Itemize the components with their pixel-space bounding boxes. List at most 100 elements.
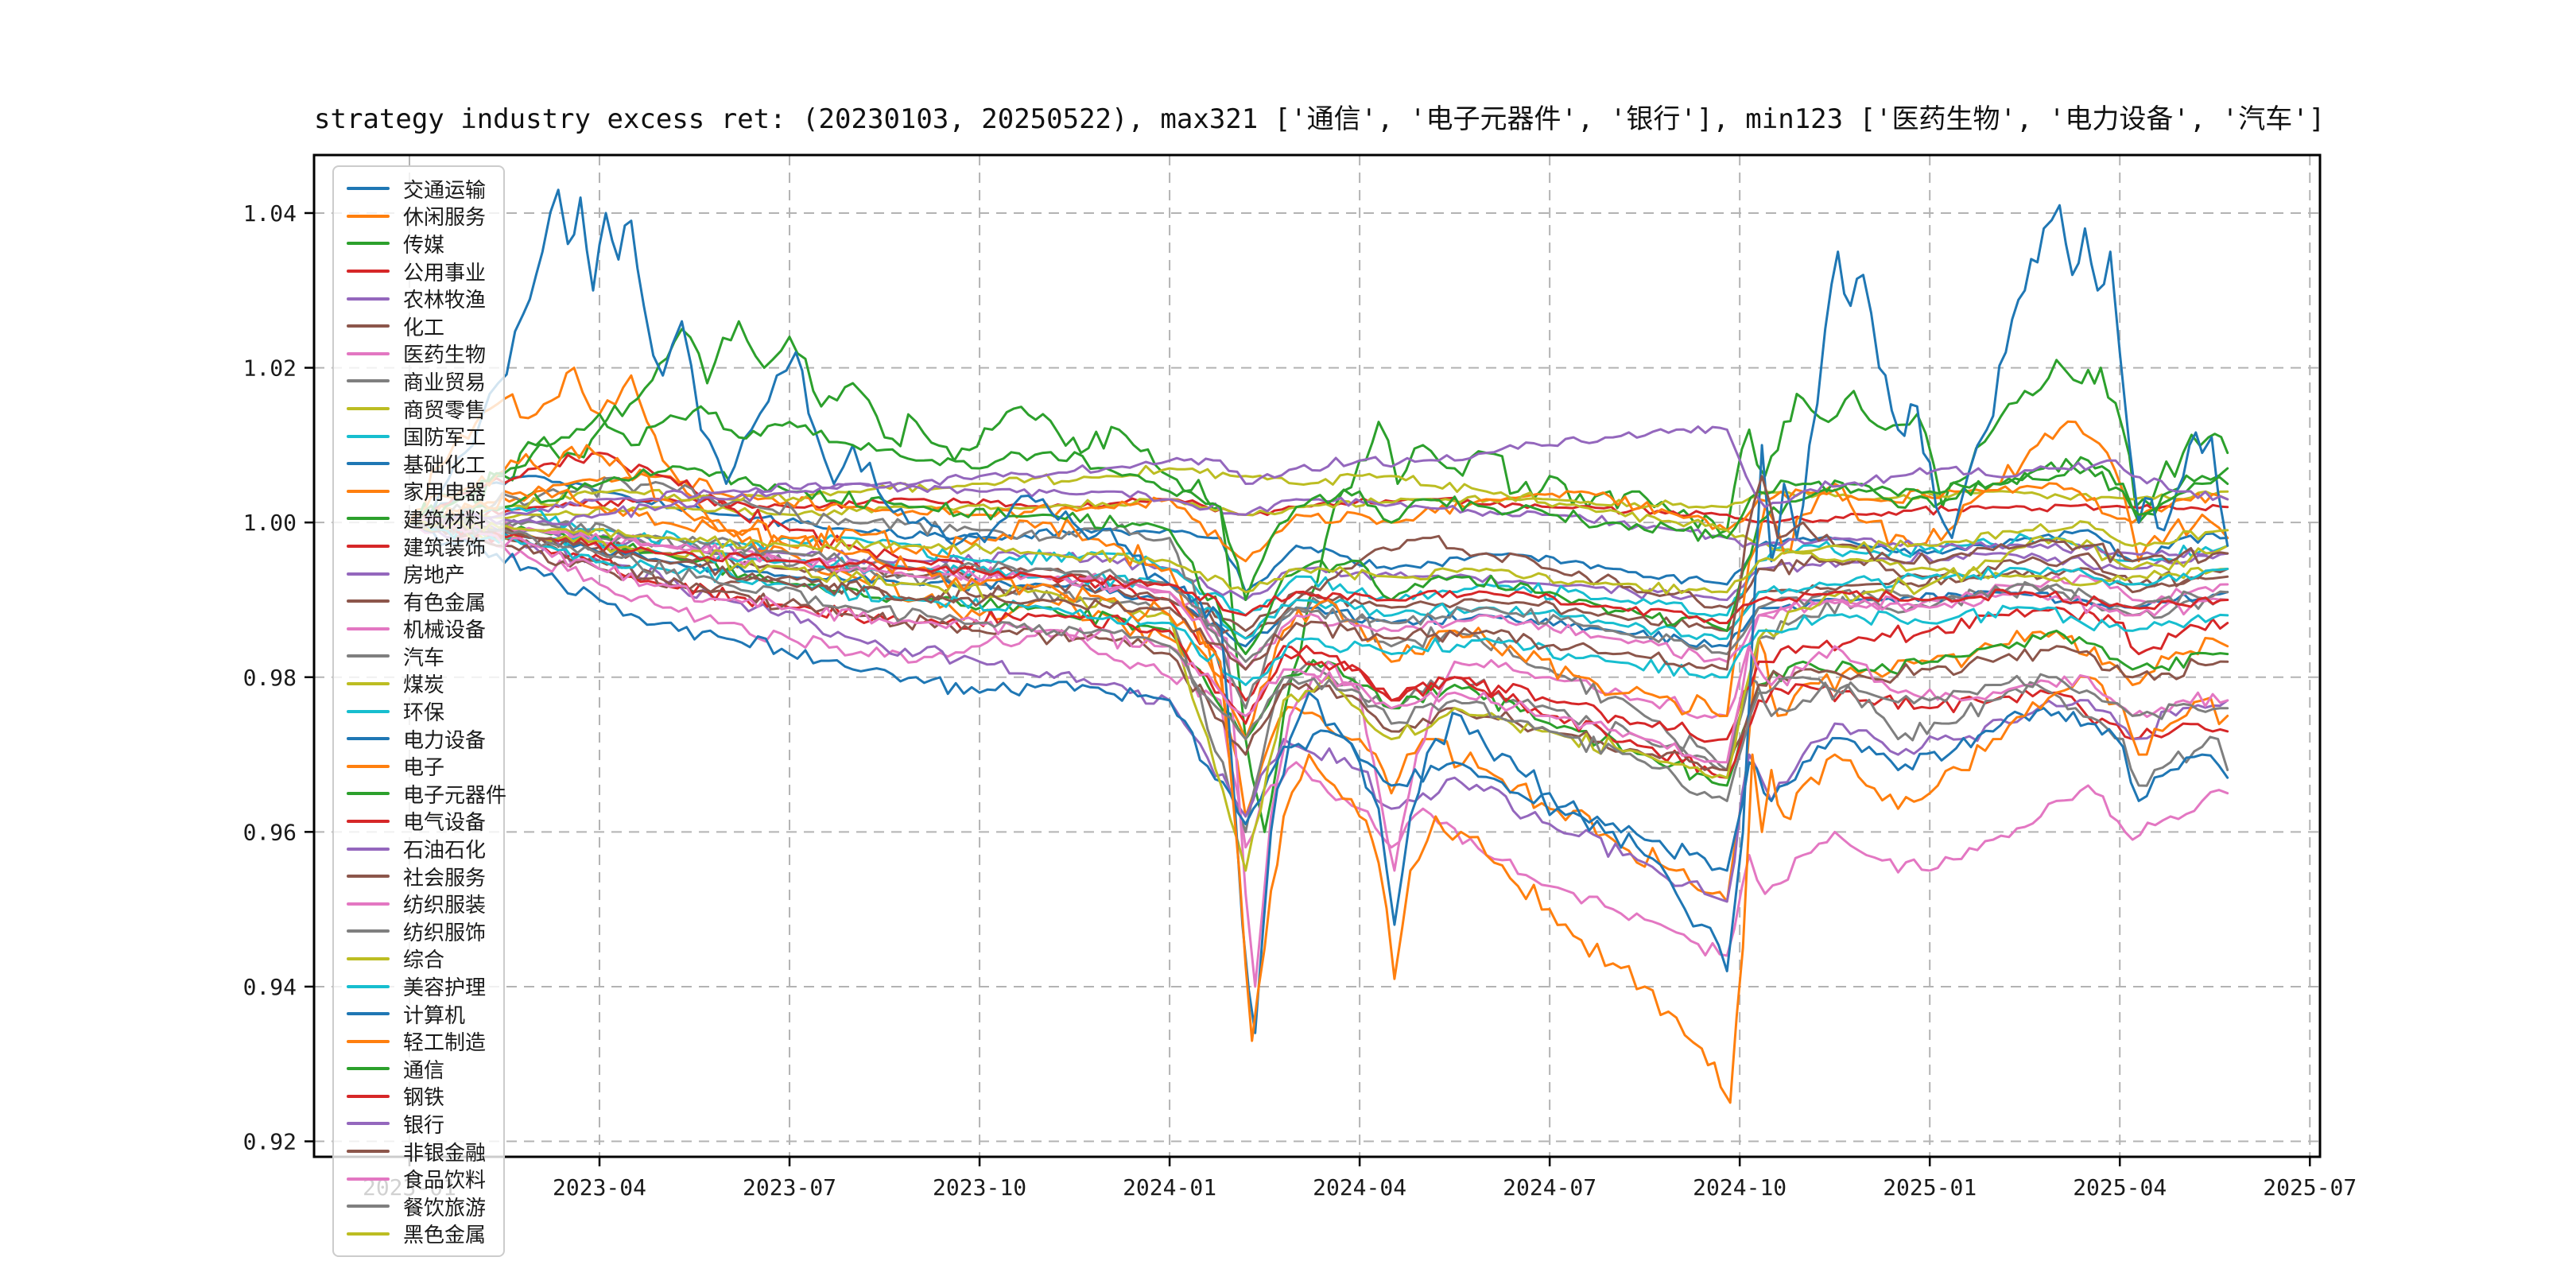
legend-line-sample (347, 1122, 390, 1126)
series-line (408, 515, 2229, 764)
series-line (408, 475, 2229, 671)
legend-label: 电子 (403, 756, 445, 781)
legend-item: 家用电器 (347, 478, 499, 505)
legend-label: 电气设备 (403, 811, 487, 836)
x-tick-label: 2023-04 (553, 1174, 646, 1201)
legend-item: 机械设备 (347, 615, 499, 643)
legend-line-sample (347, 1205, 390, 1208)
legend-line-sample (347, 379, 390, 383)
legend-item: 有色金属 (347, 588, 499, 615)
legend-item: 建筑材料 (347, 505, 499, 533)
legend-item: 纺织服饰 (347, 918, 499, 945)
legend-item: 综合 (347, 945, 499, 973)
legend-label: 轻工制造 (403, 1031, 487, 1056)
legend-item: 环保 (347, 697, 499, 725)
legend-line-sample (347, 324, 390, 328)
x-tick-label: 2024-04 (1313, 1174, 1406, 1201)
legend-item: 商贸零售 (347, 395, 499, 423)
legend-label: 农林牧渔 (403, 289, 487, 313)
legend-line-sample (347, 902, 390, 906)
legend-label: 电力设备 (403, 728, 487, 753)
legend-item: 银行 (347, 1110, 499, 1138)
legend-label: 通信 (403, 1058, 445, 1083)
axes-spines (312, 153, 2322, 1158)
x-tick-label: 2024-01 (1123, 1174, 1216, 1201)
legend-label: 计算机 (403, 1003, 466, 1028)
legend-label: 基础化工 (403, 453, 487, 478)
legend: 交通运输 休闲服务 传媒 公用事业 农林牧渔 化工 医药生物 商业贸易 商贸零售 国防军工 基础化工… (332, 165, 506, 1258)
legend-label: 医药生物 (403, 343, 487, 368)
series-line (408, 320, 2229, 833)
x-tick-label: 2025-01 (1883, 1174, 1977, 1201)
series-line (408, 488, 2229, 1104)
legend-label: 建筑材料 (403, 508, 487, 533)
legend-label: 商业贸易 (403, 370, 487, 395)
legend-item: 汽车 (347, 642, 499, 670)
legend-line-sample (347, 875, 390, 879)
series-line (408, 367, 2229, 903)
x-tick-label: 2025-04 (2073, 1174, 2167, 1201)
series-line (408, 521, 2229, 903)
series-line (408, 520, 2229, 872)
legend-item: 纺织服装 (347, 890, 499, 918)
legend-label: 房地产 (403, 564, 466, 588)
y-tick-label: 1.04 (243, 200, 297, 227)
series-line (408, 475, 2229, 594)
legend-label: 国防军工 (403, 426, 487, 451)
legend-item: 电力设备 (347, 725, 499, 753)
series-line (408, 521, 2229, 686)
legend-item: 电气设备 (347, 808, 499, 836)
legend-line-sample (347, 1094, 390, 1098)
legend-label: 环保 (403, 701, 445, 726)
legend-item: 轻工制造 (347, 1027, 499, 1055)
legend-item: 基础化工 (347, 450, 499, 478)
legend-line-sample (347, 572, 390, 576)
legend-item: 非银金融 (347, 1138, 499, 1166)
legend-label: 综合 (403, 949, 445, 973)
legend-item: 传媒 (347, 230, 499, 258)
legend-line-sample (347, 214, 390, 218)
legend-item: 美容护理 (347, 972, 499, 1000)
series-line (408, 516, 2229, 802)
y-tick-label: 0.98 (243, 665, 297, 691)
series-line (408, 188, 2229, 1034)
legend-line-sample (347, 489, 390, 493)
legend-line-sample (347, 1012, 390, 1016)
legend-label: 餐饮旅游 (403, 1196, 487, 1220)
legend-item: 医药生物 (347, 340, 499, 368)
legend-label: 食品饮料 (403, 1169, 487, 1193)
legend-label: 商贸零售 (403, 398, 487, 423)
legend-label: 黑色金属 (403, 1224, 487, 1248)
series-line (408, 472, 2229, 563)
legend-label: 非银金融 (403, 1141, 487, 1166)
legend-line-sample (347, 847, 390, 851)
legend-label: 汽车 (403, 646, 445, 670)
series-line (408, 519, 2229, 872)
legend-label: 美容护理 (403, 976, 487, 1001)
legend-line-sample (347, 1150, 390, 1154)
legend-line-sample (347, 434, 390, 438)
legend-label: 电子元器件 (403, 783, 507, 808)
series-line (408, 521, 2229, 771)
legend-label: 社会服务 (403, 866, 487, 890)
legend-line-sample (347, 819, 390, 823)
legend-line-sample (347, 627, 390, 630)
y-tick-label: 0.92 (243, 1129, 297, 1155)
y-tick-label: 1.02 (243, 355, 297, 382)
series-line (408, 521, 2229, 625)
legend-line-sample (347, 984, 390, 988)
legend-item: 农林牧渔 (347, 285, 499, 312)
legend-label: 机械设备 (403, 619, 487, 643)
legend-line-sample (347, 297, 390, 301)
legend-line-sample (347, 187, 390, 191)
legend-item: 餐饮旅游 (347, 1193, 499, 1220)
legend-label: 化工 (403, 316, 445, 340)
legend-line-sample (347, 270, 390, 274)
x-tick-label: 2023-10 (933, 1174, 1026, 1201)
legend-line-sample (347, 517, 390, 521)
legend-item: 通信 (347, 1055, 499, 1083)
legend-line-sample (347, 737, 390, 741)
legend-item: 电子元器件 (347, 780, 506, 808)
